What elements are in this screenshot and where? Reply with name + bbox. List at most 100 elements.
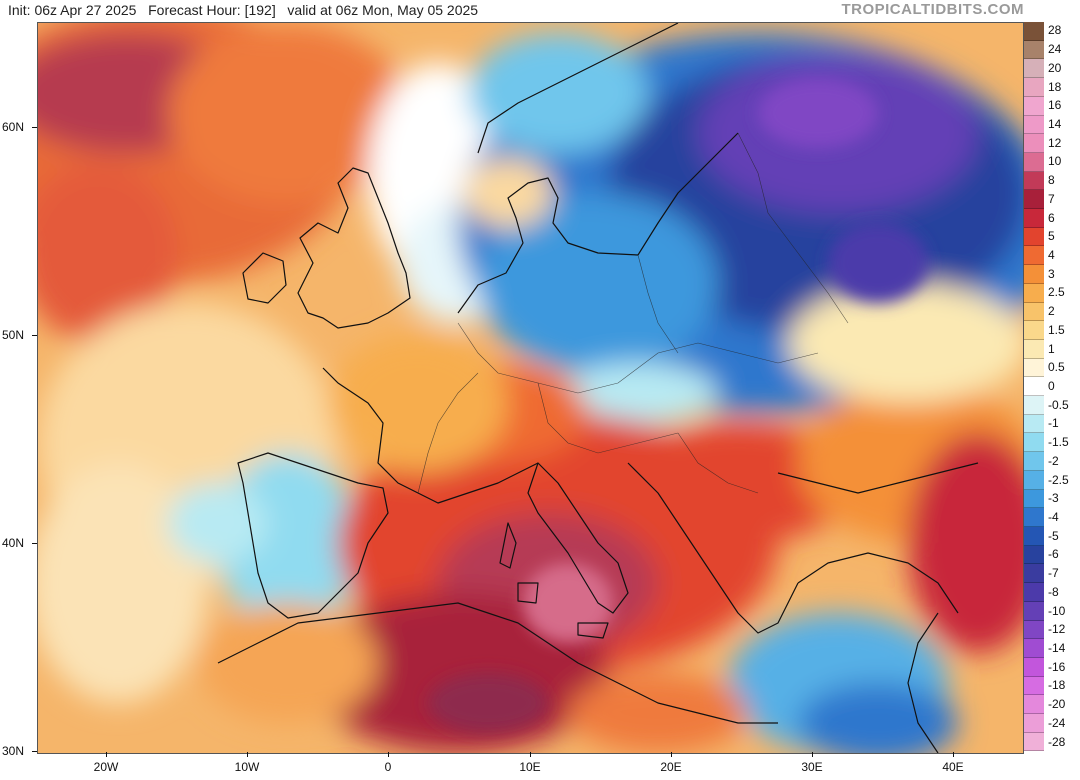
colorbar-cell — [1024, 59, 1044, 79]
colorbar-cell — [1024, 564, 1044, 584]
lon-tick — [812, 752, 813, 757]
lon-label: 0 — [384, 760, 392, 774]
colorbar-cell — [1024, 246, 1044, 266]
colorbar-cell — [1024, 732, 1044, 752]
colorbar-cell — [1024, 358, 1044, 378]
colorbar-label: 2.5 — [1048, 285, 1065, 300]
colorbar-label: -2 — [1048, 453, 1059, 468]
colorbar-label: 7 — [1048, 191, 1055, 206]
lat-label: 40N — [2, 536, 25, 550]
lon-label: 40E — [942, 760, 964, 774]
colorbar-cell — [1024, 22, 1044, 41]
colorbar-cell — [1024, 134, 1044, 153]
colorbar-cell — [1024, 714, 1044, 733]
colorbar-label: -16 — [1048, 659, 1066, 674]
colorbar-label: 0.5 — [1048, 360, 1065, 375]
colorbar-cell — [1024, 583, 1044, 602]
colorbar-label: 16 — [1048, 98, 1062, 113]
colorbar-cell — [1024, 227, 1044, 247]
colorbar-label: 8 — [1048, 173, 1055, 188]
colorbar-label: 24 — [1048, 42, 1062, 57]
colorbar-cell — [1024, 171, 1044, 191]
colorbar-cell — [1024, 657, 1044, 677]
colorbar-cell — [1024, 321, 1044, 340]
colorbar-label: -6 — [1048, 547, 1059, 562]
colorbar-label: -14 — [1048, 641, 1066, 656]
colorbar-cell — [1024, 526, 1044, 546]
valid-time: valid at 06z Mon, May 05 2025 — [287, 2, 479, 18]
colorbar-label: 10 — [1048, 154, 1062, 169]
lon-tick — [530, 752, 531, 757]
colorbar-label: -5 — [1048, 528, 1059, 543]
colorbar-label: -12 — [1048, 622, 1066, 637]
colorbar-cell — [1024, 96, 1044, 116]
colorbar-cell — [1024, 489, 1044, 509]
colorbar-cell — [1024, 452, 1044, 471]
lon-tick — [388, 752, 389, 757]
colorbar-cell — [1024, 339, 1044, 359]
colorbar-cell — [1024, 190, 1044, 210]
anomaly-map — [37, 22, 1024, 754]
colorbar-label: 18 — [1048, 79, 1062, 94]
colorbar-cell — [1024, 283, 1044, 303]
colorbar-label: 6 — [1048, 210, 1055, 225]
colorbar-label: 2 — [1048, 304, 1055, 319]
colorbar — [1024, 22, 1044, 752]
init-time: Init: 06z Apr 27 2025 — [8, 2, 137, 18]
forecast-header: Init: 06z Apr 27 2025 Forecast Hour: [19… — [8, 2, 478, 18]
colorbar-label: 12 — [1048, 135, 1062, 150]
colorbar-cell — [1024, 695, 1044, 715]
brand-watermark: TROPICALTIDBITS.COM — [841, 1, 1024, 18]
colorbar-label: 4 — [1048, 247, 1055, 262]
lat-label: 60N — [2, 120, 25, 134]
colorbar-cell — [1024, 209, 1044, 228]
forecast-hour: Forecast Hour: [192] — [148, 2, 276, 18]
colorbar-label: -0.5 — [1048, 397, 1069, 412]
lon-label: 10E — [519, 760, 541, 774]
colorbar-label: 5 — [1048, 229, 1055, 244]
colorbar-label: 1 — [1048, 341, 1055, 356]
colorbar-label: 28 — [1048, 23, 1062, 38]
colorbar-cell — [1024, 676, 1044, 696]
lon-label: 10W — [234, 760, 260, 774]
colorbar-cell — [1024, 470, 1044, 490]
lat-tick — [32, 335, 37, 336]
lon-tick — [106, 752, 107, 757]
colorbar-label: 20 — [1048, 60, 1062, 75]
lon-label: 30E — [801, 760, 823, 774]
colorbar-cell — [1024, 545, 1044, 565]
colorbar-label: 14 — [1048, 116, 1062, 131]
colorbar-label: -3 — [1048, 491, 1059, 506]
colorbar-cell — [1024, 508, 1044, 527]
colorbar-cell — [1024, 620, 1044, 640]
colorbar-label: 0 — [1048, 379, 1055, 393]
lon-label: 20E — [660, 760, 682, 774]
lat-label: 50N — [2, 328, 25, 342]
colorbar-cell — [1024, 152, 1044, 172]
colorbar-label: -28 — [1048, 734, 1066, 749]
colorbar-label: -8 — [1048, 584, 1059, 599]
colorbar-label: -2.5 — [1048, 472, 1069, 487]
colorbar-label: 3 — [1048, 266, 1055, 281]
lat-tick — [32, 751, 37, 752]
colorbar-cell — [1024, 302, 1044, 322]
colorbar-label: -24 — [1048, 715, 1066, 730]
lon-tick — [953, 752, 954, 757]
lon-tick — [671, 752, 672, 757]
colorbar-cell — [1024, 40, 1044, 60]
colorbar-label: 1.5 — [1048, 322, 1065, 337]
colorbar-cell — [1024, 115, 1044, 135]
map-field — [38, 23, 1023, 753]
lon-label: 20W — [93, 760, 119, 774]
colorbar-cell — [1024, 265, 1044, 284]
colorbar-label: -4 — [1048, 510, 1059, 525]
colorbar-label: -1.5 — [1048, 435, 1069, 450]
colorbar-cell — [1024, 639, 1044, 658]
lat-tick — [32, 543, 37, 544]
colorbar-cell — [1024, 377, 1044, 397]
colorbar-cell — [1024, 601, 1044, 621]
colorbar-cell — [1024, 78, 1044, 97]
colorbar-label: -20 — [1048, 697, 1066, 712]
colorbar-cell — [1024, 414, 1044, 434]
colorbar-cell — [1024, 396, 1044, 415]
